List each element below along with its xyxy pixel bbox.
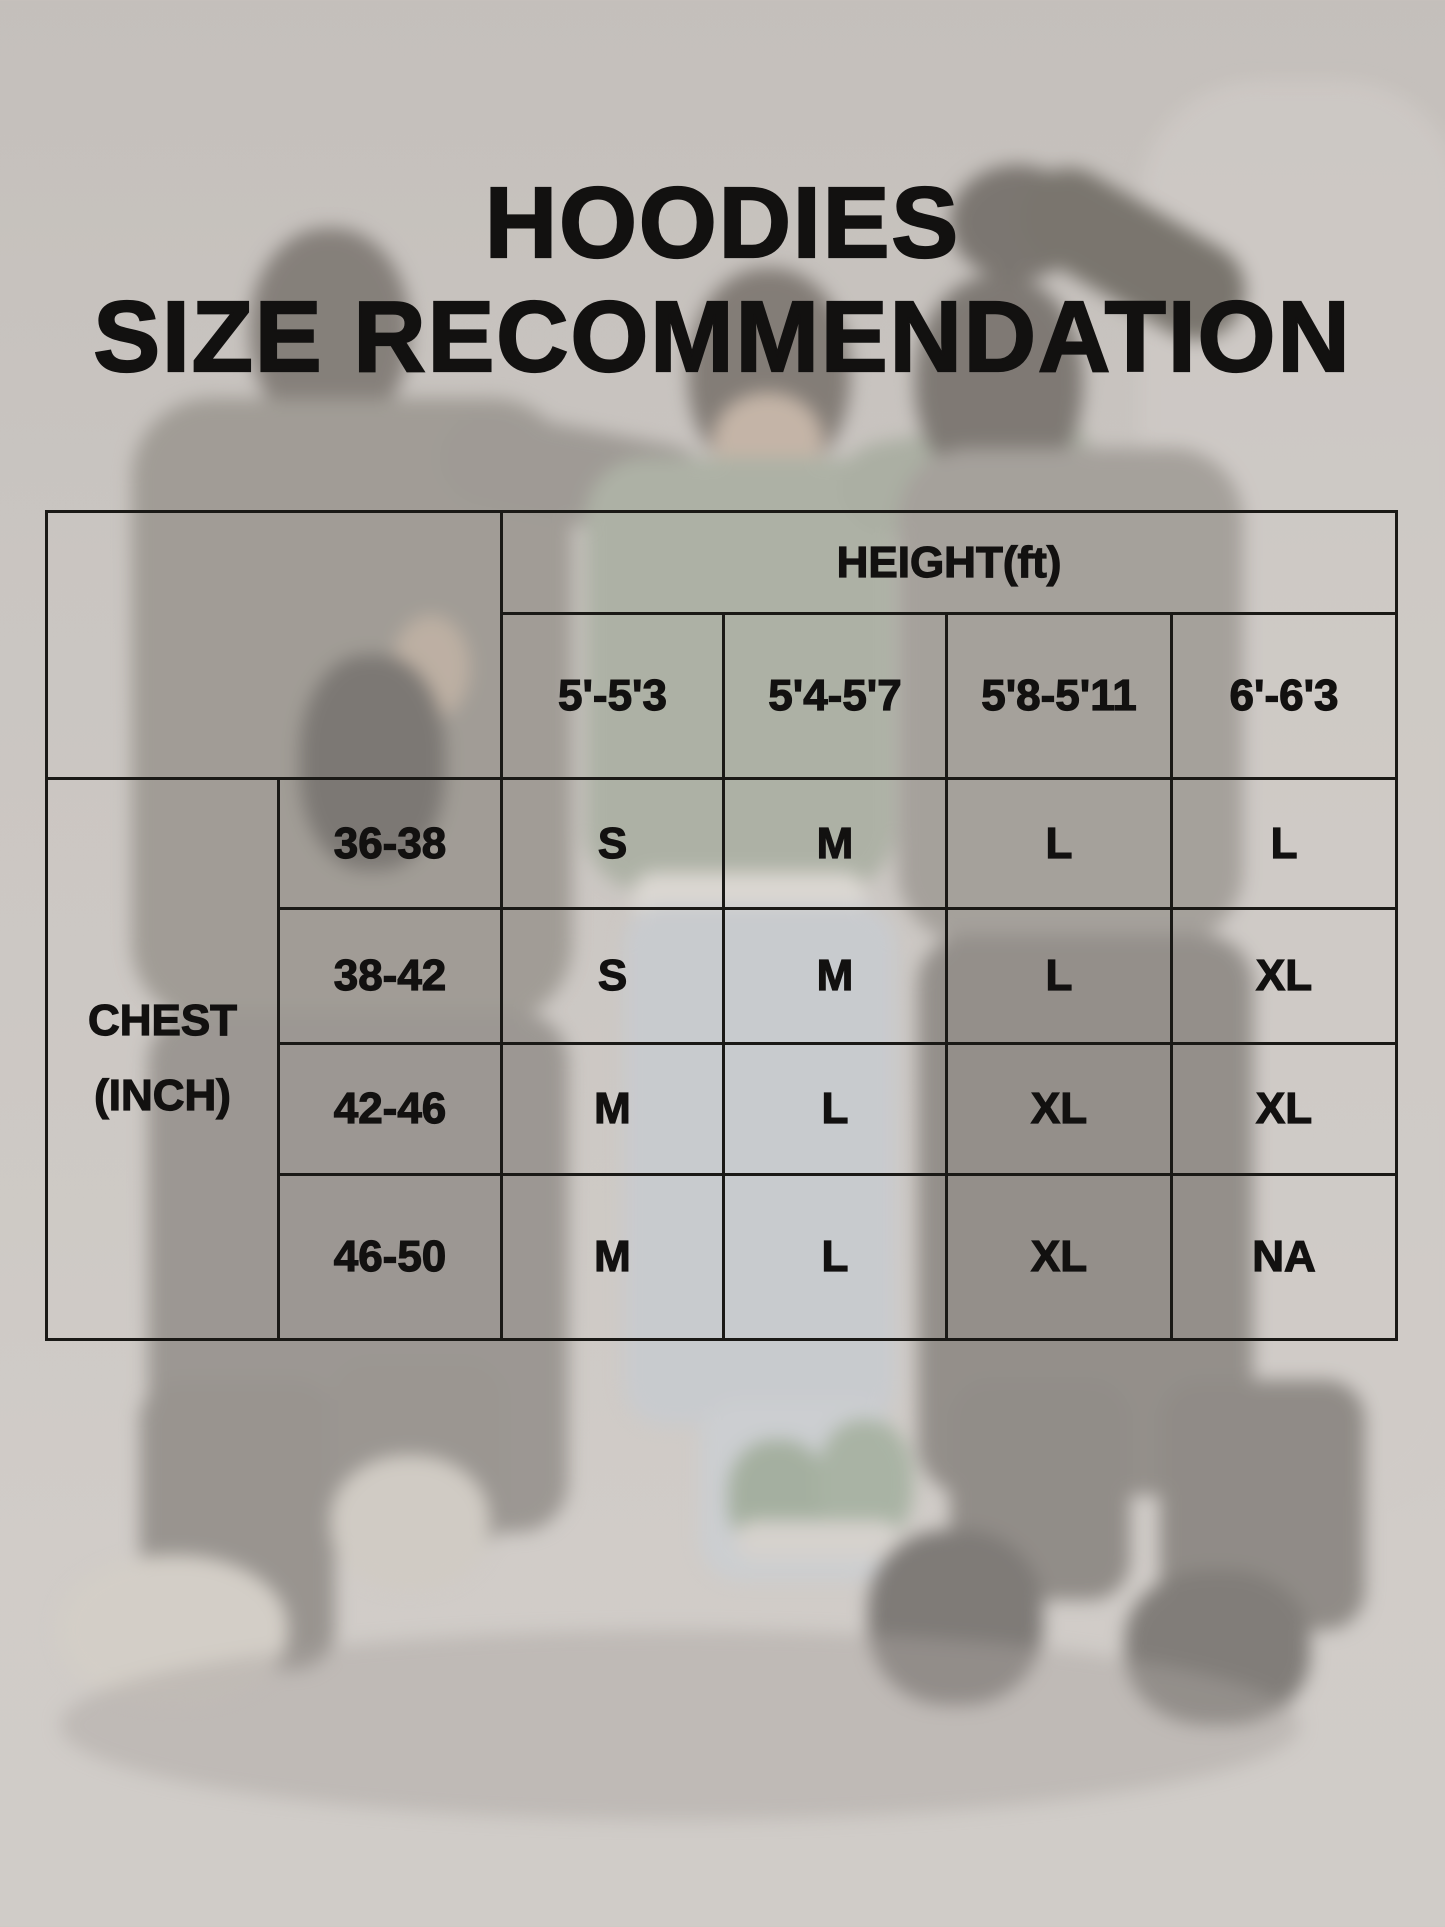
chest-range-cell: 36-38 [277, 777, 503, 910]
size-cell: L [722, 1173, 948, 1341]
chest-group-header: CHEST (INCH) [45, 777, 280, 1341]
table-row: CHEST (INCH) 36-38 S M L L [45, 777, 1399, 1341]
size-cell: S [500, 907, 725, 1045]
height-col-header-1: 5'-5'3 [500, 612, 725, 780]
center-person-sneaker-sole [735, 1520, 900, 1560]
size-cell: M [500, 1173, 725, 1341]
height-col-header-4: 6'-6'3 [1169, 612, 1399, 780]
size-cell: M [500, 1042, 725, 1176]
size-cell: XL [945, 1173, 1173, 1341]
left-person-cream-boot [330, 1455, 490, 1590]
size-cell: L [945, 907, 1173, 1045]
page-title-line2: SIZE RECOMMENDATION [92, 281, 1352, 393]
right-person-black-boot [1125, 1570, 1310, 1725]
size-cell: XL [945, 1042, 1173, 1176]
chest-range-cell: 38-42 [277, 907, 503, 1045]
size-cell: L [722, 1042, 948, 1176]
height-col-header-3: 5'8-5'11 [945, 612, 1173, 780]
table-row-height-columns: 5'-5'3 5'4-5'7 5'8-5'11 6'-6'3 [47, 612, 1399, 780]
left-person-cream-boot [58, 1555, 288, 1705]
chest-label-line2: (INCH) [93, 1070, 231, 1120]
size-cell: M [722, 907, 948, 1045]
size-cell: XL [1169, 907, 1399, 1045]
table-row: 46-50 M L XL NA [47, 1173, 1399, 1341]
size-cell: NA [1169, 1173, 1399, 1341]
chest-range-cell: 46-50 [277, 1173, 503, 1341]
chest-label-line1: CHEST [87, 996, 238, 1046]
table-row-height-group: HEIGHT(ft) [45, 510, 1399, 780]
corner-cell [45, 510, 503, 780]
height-group-header: HEIGHT(ft) [499, 510, 1399, 615]
chest-range-cell: 42-46 [277, 1042, 503, 1176]
height-col-header-2: 5'4-5'7 [722, 612, 948, 780]
size-cell: L [945, 777, 1173, 910]
size-cell: S [500, 777, 725, 910]
size-cell: XL [1169, 1042, 1399, 1176]
table-row: 38-42 S M L XL [47, 907, 1399, 1045]
size-cell: L [1169, 777, 1399, 910]
right-person-black-boot [868, 1530, 1043, 1705]
table-row: 42-46 M L XL XL [47, 1042, 1399, 1176]
page-title-line1: HOODIES [484, 167, 961, 279]
floor-shadow [60, 1630, 1300, 1820]
size-recommendation-table: HEIGHT(ft) 5'-5'3 5'4-5'7 5'8-5'11 6'-6'… [45, 510, 1399, 1341]
size-cell: M [722, 777, 948, 910]
